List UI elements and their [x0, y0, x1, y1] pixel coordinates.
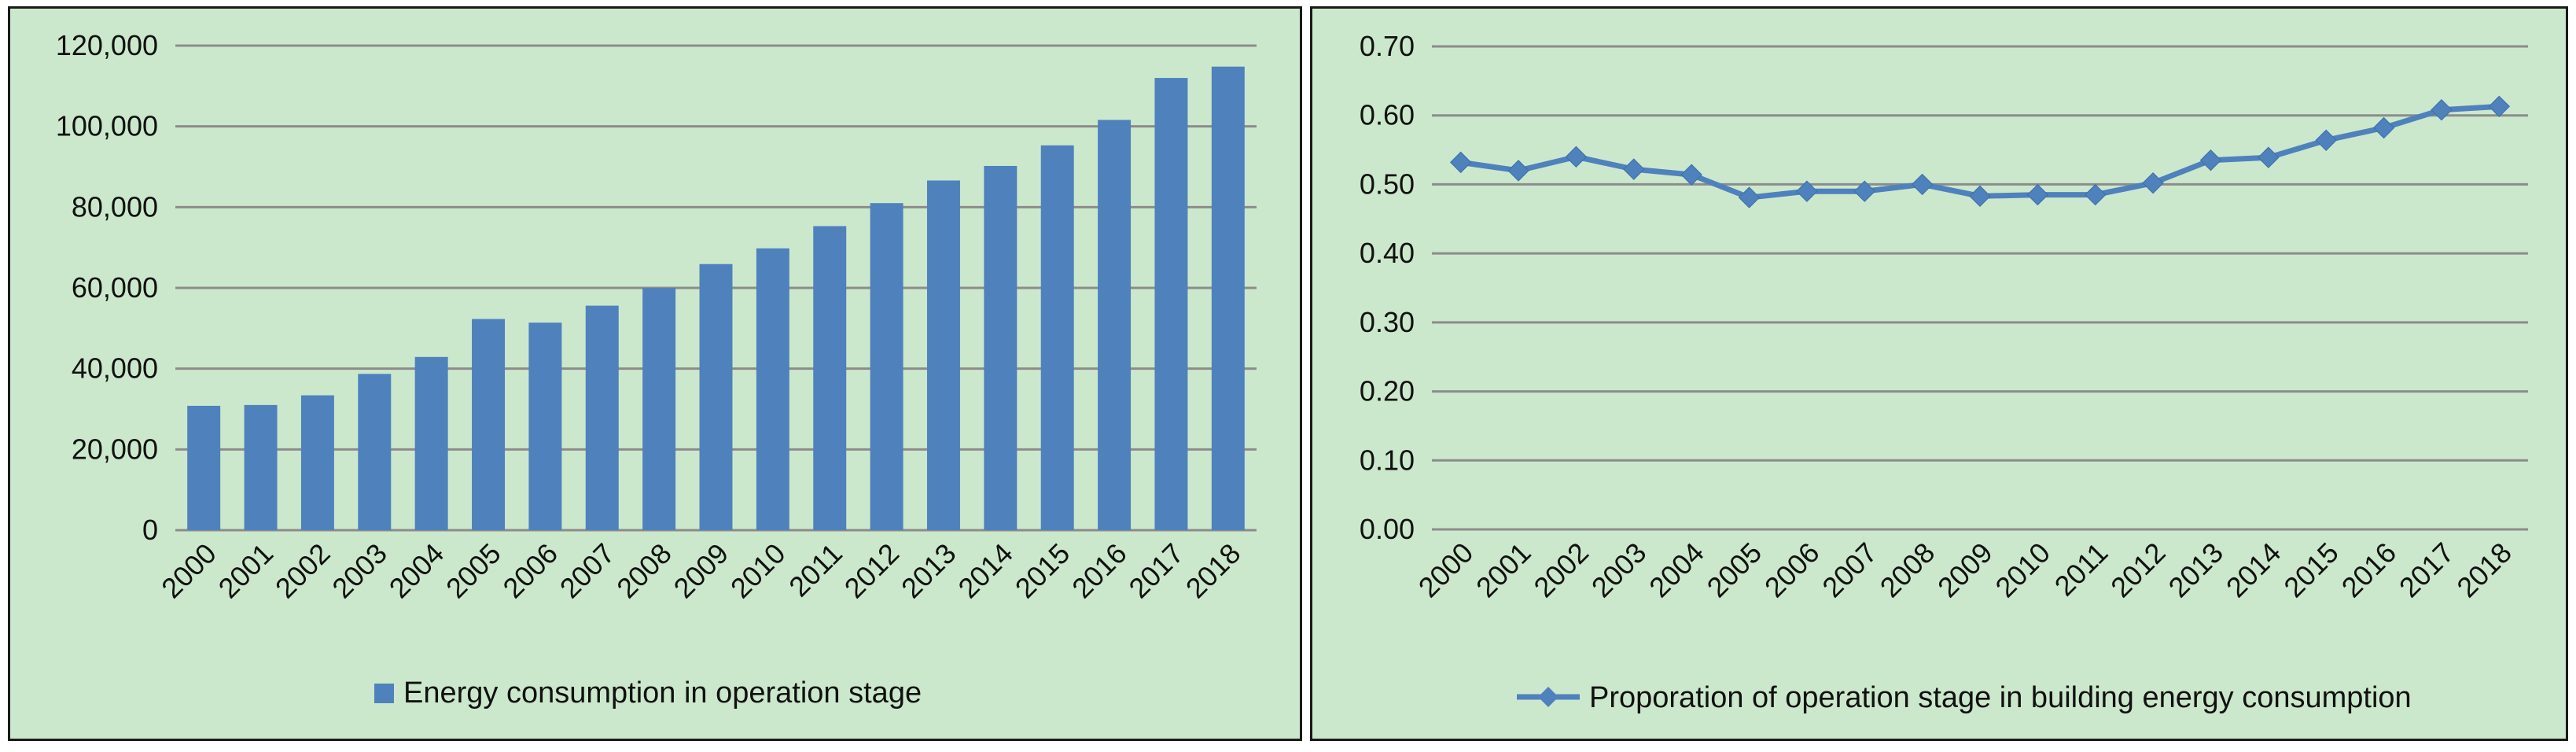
x-tick-label: 2018 [2450, 536, 2518, 604]
x-tick-label: 2002 [269, 537, 337, 605]
x-tick-label: 2003 [1585, 536, 1653, 604]
x-tick-label: 2016 [1065, 537, 1133, 605]
bar [472, 319, 506, 530]
x-tick-label: 2008 [610, 537, 678, 605]
data-point-marker [2026, 183, 2049, 206]
x-tick-label: 2002 [1527, 536, 1595, 604]
bar [187, 405, 221, 530]
x-tick-label: 2012 [838, 537, 906, 605]
data-point-marker [1623, 158, 1645, 180]
y-tick-label: 40,000 [72, 352, 158, 385]
data-point-marker [2258, 146, 2280, 168]
bar [1040, 145, 1074, 530]
line-chart: 0.00 0.10 0.20 0.30 0.40 0.50 0.60 0.70 20002001… [1360, 30, 2528, 714]
x-tick-label: 2011 [2048, 536, 2114, 603]
x-tick-label: 2013 [895, 537, 962, 605]
x-tick-label: 2012 [2104, 536, 2172, 604]
y-tick-label: 60,000 [72, 271, 158, 304]
x-tick-label: 2001 [1470, 536, 1537, 604]
x-tick-label: 2007 [1816, 536, 1883, 604]
bar [1154, 78, 1188, 531]
bar [414, 356, 448, 530]
x-tick-label: 2010 [1989, 536, 2056, 604]
x-tick-label: 2005 [1701, 536, 1768, 604]
line-chart-panel: 0.00 0.10 0.20 0.30 0.40 0.50 0.60 0.70 2000 2001… [1310, 6, 2568, 741]
bar [642, 288, 676, 530]
x-tick-label: 2000 [155, 537, 223, 605]
bar [813, 226, 847, 530]
data-point-marker [2488, 95, 2511, 118]
y-tick-label: 20,000 [72, 433, 158, 465]
bar [358, 374, 392, 530]
x-tick-label: 2017 [2393, 536, 2460, 604]
y-tick-label: 0.10 [1360, 444, 1415, 476]
x-tick-label: 2008 [1874, 536, 1941, 604]
legend-swatch [374, 684, 394, 703]
x-tick-label: 2011 [782, 537, 848, 603]
bar [1098, 120, 1132, 530]
x-tick-label: 2004 [383, 537, 451, 605]
legend-label: Energy consumption in operation stage [403, 676, 922, 710]
data-point-marker [2199, 149, 2222, 171]
bar [984, 165, 1018, 530]
bar [870, 203, 903, 530]
x-tick-label: 2006 [1758, 536, 1826, 604]
x-tick-label: 2015 [1009, 537, 1076, 605]
data-point-marker [1969, 185, 1991, 208]
x-tick-label: 2006 [496, 537, 564, 605]
bar [926, 180, 960, 530]
data-point-marker [1911, 173, 1934, 196]
data-point-marker [1680, 164, 1702, 186]
y-tick-label: 0 [142, 514, 158, 546]
bar [756, 248, 789, 530]
data-point-marker [1853, 180, 1875, 202]
bar [699, 264, 733, 530]
data-point-marker [2085, 183, 2107, 206]
bar [300, 395, 334, 530]
x-tick-label: 2010 [724, 537, 792, 605]
y-tick-label: 0.30 [1360, 306, 1415, 338]
y-tick-label: 0.50 [1360, 168, 1415, 200]
x-tick-label: 2000 [1412, 536, 1480, 604]
y-tick-label: 0.40 [1360, 237, 1415, 269]
x-tick-label: 2004 [1643, 536, 1710, 604]
data-point-marker [2372, 116, 2395, 139]
data-point-marker [2315, 129, 2337, 151]
data-point-marker [1738, 186, 1761, 208]
y-tick-label: 0.00 [1360, 513, 1415, 545]
y-tick-label: 0.70 [1360, 30, 1415, 62]
x-tick-label: 2013 [2162, 536, 2230, 604]
data-point-marker [2142, 171, 2164, 194]
x-tick-label: 2016 [2335, 536, 2403, 604]
x-tick-label: 2014 [2220, 536, 2287, 604]
bar [528, 323, 562, 530]
x-tick-label: 2018 [1179, 537, 1247, 605]
bar-chart: 0 20,000 40,000 60,000 80,000 100,000 120,000 2… [56, 29, 1257, 710]
x-tick-label: 2014 [951, 537, 1019, 605]
y-tick-label: 80,000 [72, 190, 158, 223]
bar-chart-panel: 0 20,000 40,000 60,000 80,000 100,000 120,000 2… [8, 6, 1302, 741]
y-tick-label: 120,000 [56, 29, 158, 61]
x-tick-label: 2017 [1122, 537, 1190, 605]
y-tick-label: 0.60 [1360, 99, 1415, 131]
x-tick-label: 2001 [212, 537, 280, 605]
x-tick-label: 2003 [326, 537, 393, 605]
x-tick-label: 2005 [440, 537, 507, 605]
legend-label: Proporation of operation stage in buildi… [1589, 681, 2412, 714]
data-point-marker [2431, 98, 2453, 121]
legend-marker [1538, 687, 1558, 707]
x-tick-label: 2009 [668, 537, 735, 605]
bar [585, 305, 619, 530]
bar [244, 404, 278, 530]
y-tick-label: 100,000 [56, 110, 158, 142]
data-point-marker [1507, 160, 1529, 182]
data-point-marker [1796, 180, 1818, 202]
data-point-marker [1565, 146, 1588, 168]
y-tick-label: 0.20 [1360, 375, 1415, 407]
x-tick-label: 2007 [554, 537, 621, 605]
x-tick-label: 2015 [2277, 536, 2345, 604]
x-tick-label: 2009 [1931, 536, 1999, 604]
data-point-marker [1449, 151, 1472, 174]
bar [1211, 66, 1245, 530]
